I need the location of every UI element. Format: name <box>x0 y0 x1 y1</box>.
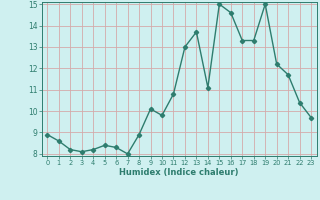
X-axis label: Humidex (Indice chaleur): Humidex (Indice chaleur) <box>119 168 239 177</box>
